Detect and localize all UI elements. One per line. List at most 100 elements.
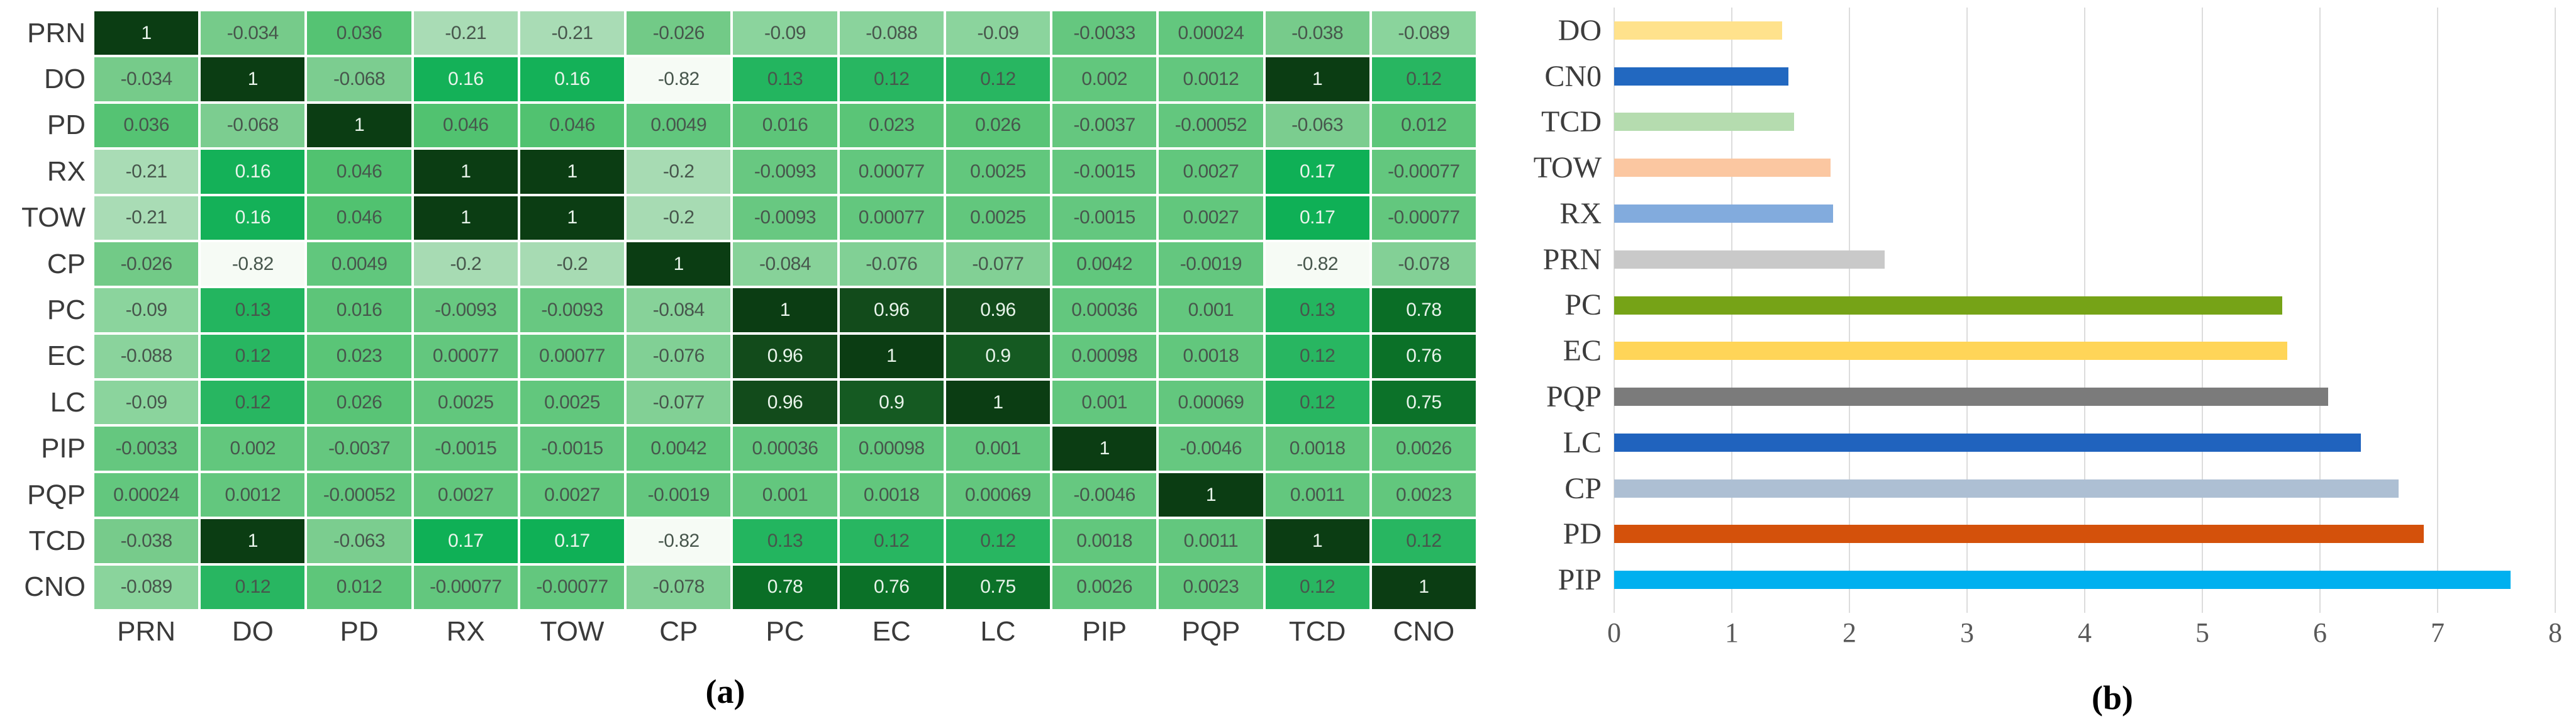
heatmap-cell: 1 — [1265, 57, 1369, 101]
heatmap-cell: -0.2 — [627, 196, 731, 240]
heatmap-cell: 0.16 — [201, 150, 305, 194]
heatmap-cell: 0.13 — [733, 519, 837, 563]
heatmap-row-label: LC — [50, 386, 86, 418]
heatmap-cell: 0.78 — [1371, 288, 1476, 332]
heatmap-cell: 0.12 — [1265, 334, 1369, 379]
heatmap-col-label: TOW — [540, 616, 605, 647]
heatmap-col-label: CNO — [1393, 616, 1455, 647]
heatmap-cell: -0.026 — [94, 242, 199, 286]
heatmap-cell: -0.00077 — [413, 565, 518, 609]
heatmap-row-label: RX — [47, 155, 86, 187]
heatmap-cell: 0.00098 — [1052, 334, 1157, 379]
heatmap-cell: 0.0027 — [1159, 196, 1263, 240]
heatmap-cell: 0.023 — [839, 103, 944, 148]
heatmap-cell: -0.0037 — [307, 427, 411, 471]
heatmap-cell: 0.12 — [201, 565, 305, 609]
heatmap-cell: 0.0012 — [1159, 57, 1263, 101]
heatmap-cell: -0.0015 — [413, 427, 518, 471]
heatmap-cell: -0.0015 — [1052, 150, 1157, 194]
heatmap-col-labels: PRN DO PD RX TOW CP PC EC LC PIP PQP TCD CNO — [94, 615, 1476, 648]
heatmap-cell: 0.016 — [733, 103, 837, 148]
heatmap-cell: 0.12 — [201, 381, 305, 425]
heatmap-row-label: TCD — [28, 525, 86, 556]
x-axis-tick-label: 1 — [1725, 617, 1739, 648]
x-axis-tick-label: 6 — [2313, 617, 2327, 648]
bar-PC — [1614, 296, 2283, 315]
heatmap-cell: 1 — [94, 11, 199, 55]
heatmap-cell: -0.00052 — [1159, 103, 1263, 148]
heatmap-cell: 0.17 — [520, 519, 625, 563]
heatmap-cell: 0.96 — [839, 288, 944, 332]
heatmap-cell: -0.0093 — [733, 196, 837, 240]
heatmap-col-label: PQP — [1181, 616, 1241, 647]
heatmap-row-labels: PRN DO PD RX TOW CP PC EC LC PIP PQP TCD CNO — [0, 11, 86, 609]
heatmap-cell: 0.0026 — [1052, 565, 1157, 609]
bar-CP — [1614, 479, 2399, 498]
x-axis-tick-label: 3 — [1960, 617, 1974, 648]
heatmap-cell: 1 — [520, 196, 625, 240]
heatmap-row-label: PD — [47, 109, 86, 141]
heatmap-cell: 0.0027 — [520, 473, 625, 517]
heatmap-cell: 0.76 — [839, 565, 944, 609]
heatmap-cell: 0.036 — [307, 11, 411, 55]
bar-LC — [1614, 433, 2361, 452]
heatmap-cell: 0.12 — [1371, 57, 1476, 101]
x-axis-tick-label: 7 — [2431, 617, 2445, 648]
heatmap-cell: -0.21 — [94, 196, 199, 240]
heatmap-cell: 0.00077 — [520, 334, 625, 379]
bar-DO — [1614, 21, 1783, 40]
heatmap-cell: -0.088 — [94, 334, 199, 379]
heatmap-cell: 0.0027 — [413, 473, 518, 517]
heatmap-cell: 0.001 — [945, 427, 1051, 471]
heatmap-cell: 1 — [733, 288, 837, 332]
heatmap-cell: 0.0026 — [1371, 427, 1476, 471]
heatmap-cell: 0.16 — [413, 57, 518, 101]
heatmap-cell: 0.12 — [1265, 381, 1369, 425]
heatmap-cell: 1 — [1265, 519, 1369, 563]
heatmap-cell: -0.0046 — [1052, 473, 1157, 517]
heatmap-cell: 0.023 — [307, 334, 411, 379]
heatmap-col-label: EC — [872, 616, 911, 647]
heatmap-cell: 0.00069 — [1159, 381, 1263, 425]
panel-a-correlation-heatmap: PRN DO PD RX TOW CP PC EC LC PIP PQP TCD CNO 1 -0.034… — [0, 11, 1476, 710]
heatmap-cell: -0.21 — [94, 150, 199, 194]
gridline — [2437, 8, 2438, 613]
heatmap-cell: 1 — [1052, 427, 1157, 471]
heatmap-cell: -0.068 — [201, 103, 305, 148]
heatmap-cell: 0.016 — [307, 288, 411, 332]
heatmap-cell: 0.0025 — [945, 196, 1051, 240]
heatmap-cell: 0.026 — [945, 103, 1051, 148]
heatmap-cell: 0.046 — [307, 196, 411, 240]
bar-category-label: CN0 — [1544, 59, 1602, 93]
heatmap-cell: 0.00077 — [839, 196, 944, 240]
heatmap-cell: -0.0093 — [733, 150, 837, 194]
heatmap-cell: 0.00036 — [733, 427, 837, 471]
bar-category-label: PRN — [1542, 242, 1602, 276]
heatmap-col-label: LC — [980, 616, 1016, 647]
heatmap-cell: 0.0049 — [307, 242, 411, 286]
heatmap-cell: 0.012 — [307, 565, 411, 609]
gridline — [2319, 8, 2321, 613]
heatmap-cell: 0.00077 — [413, 334, 518, 379]
heatmap-row-label: PQP — [27, 479, 86, 510]
heatmap-cell: 0.0018 — [839, 473, 944, 517]
heatmap-cell: -0.0019 — [1159, 242, 1263, 286]
heatmap-cell: 0.13 — [1265, 288, 1369, 332]
heatmap-cell: 0.0018 — [1052, 519, 1157, 563]
heatmap-cell: -0.076 — [627, 334, 731, 379]
heatmap-cell: 0.0023 — [1159, 565, 1263, 609]
heatmap-cell: 0.13 — [201, 288, 305, 332]
heatmap-grid: 1 -0.034 0.036 -0.21 -0.21 -0.026 -0.09 -0.088-… — [94, 11, 1476, 609]
heatmap-cell: 0.0027 — [1159, 150, 1263, 194]
heatmap-row-label: TOW — [21, 202, 86, 233]
heatmap-cell: 0.13 — [733, 57, 837, 101]
heatmap-col-label: TCD — [1288, 616, 1346, 647]
heatmap-cell: -0.09 — [94, 381, 199, 425]
heatmap-cell: 0.036 — [94, 103, 199, 148]
heatmap-cell: 1 — [307, 103, 411, 148]
heatmap-cell: 0.001 — [733, 473, 837, 517]
heatmap-cell: -0.026 — [627, 11, 731, 55]
heatmap-cell: 0.00069 — [945, 473, 1051, 517]
heatmap-cell: 0.0011 — [1159, 519, 1263, 563]
heatmap-cell: 0.96 — [733, 381, 837, 425]
